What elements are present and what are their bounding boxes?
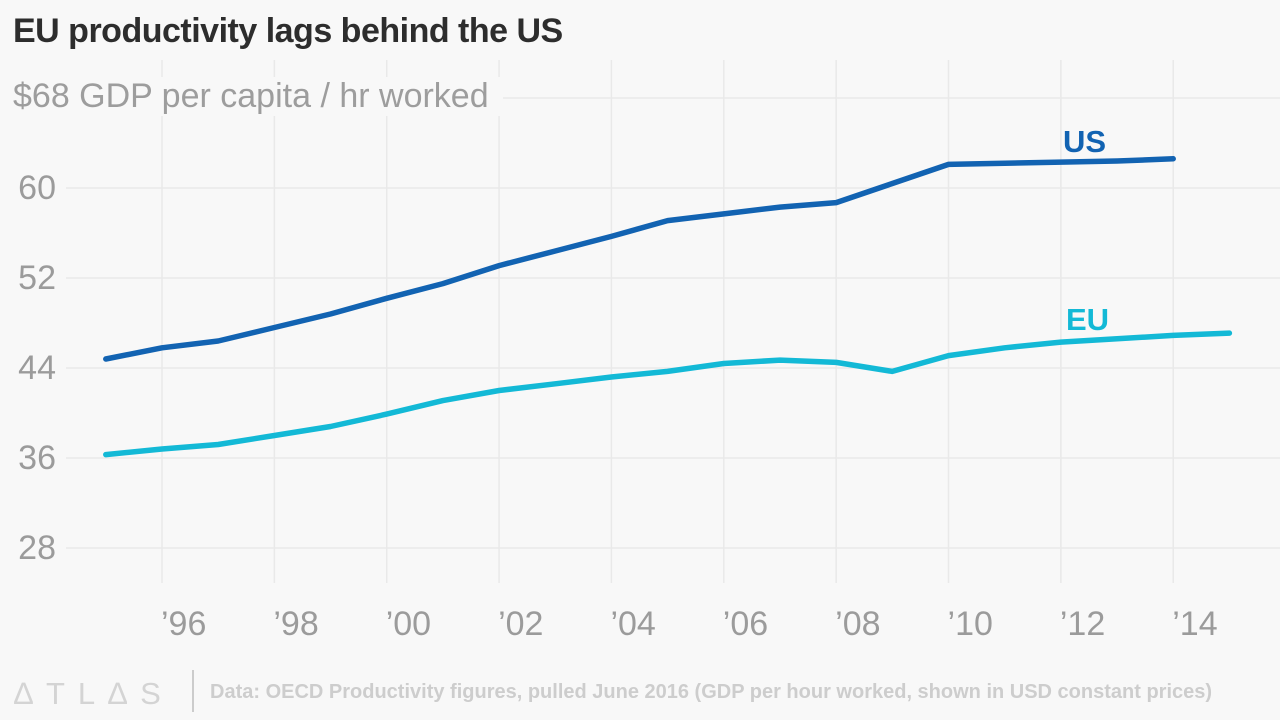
atlas-logo: ∆TL∆S <box>14 676 174 711</box>
eu-line <box>103 330 1233 458</box>
x-tick-label: ’14 <box>1172 605 1218 643</box>
us-series-label: US <box>1063 124 1107 159</box>
x-tick-label: ’02 <box>498 605 544 643</box>
y-tick-label: 52 <box>18 259 56 297</box>
x-tick-label: ’96 <box>161 605 207 643</box>
x-tick-label: ’10 <box>947 605 993 643</box>
y-tick-label: 28 <box>18 529 56 567</box>
y-tick-label: 36 <box>18 439 56 477</box>
footer-divider <box>192 670 194 712</box>
x-tick-label: ’98 <box>273 605 319 643</box>
eu-series-label: EU <box>1066 302 1110 337</box>
x-tick-label: ’08 <box>835 605 881 643</box>
us-line <box>103 156 1176 362</box>
chart-subtitle: $68 GDP per capita / hr worked <box>13 77 503 116</box>
footer: ∆TL∆S Data: OECD Productivity figures, p… <box>0 668 1280 720</box>
y-tick-label: 44 <box>18 349 56 387</box>
x-tick-label: ’04 <box>610 605 656 643</box>
x-tick-label: ’00 <box>385 605 432 643</box>
x-tick-label: ’12 <box>1059 605 1106 643</box>
data-source-note: Data: OECD Productivity figures, pulled … <box>210 681 1213 703</box>
x-tick-label: ’06 <box>722 605 769 643</box>
y-tick-label: 60 <box>18 169 56 207</box>
chart-title: EU productivity lags behind the US <box>13 12 563 50</box>
